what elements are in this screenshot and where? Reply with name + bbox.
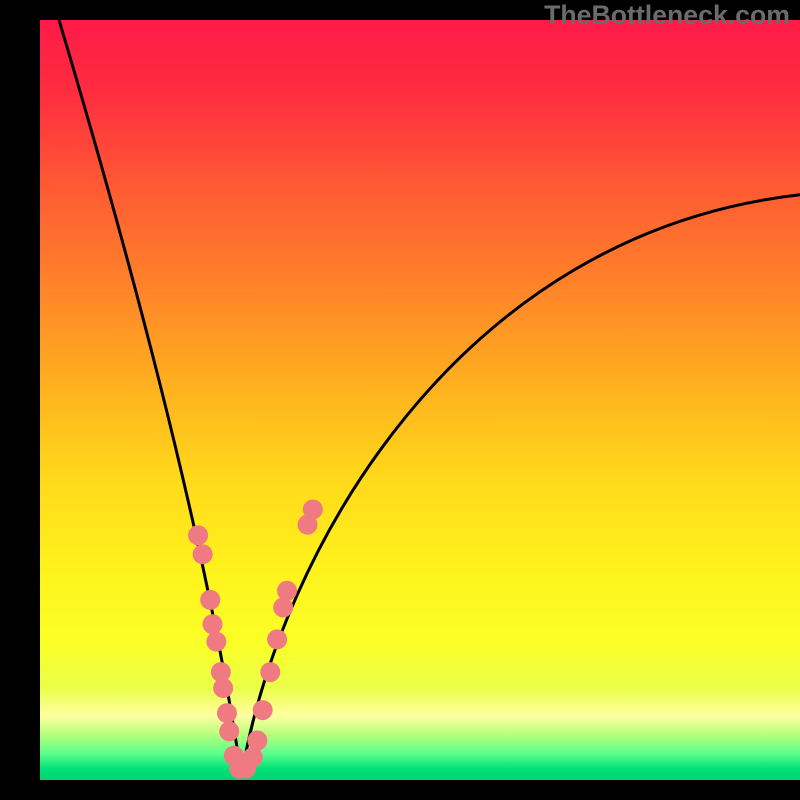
data-point [203,614,223,634]
watermark-text: TheBottleneck.com [544,0,790,31]
data-point [188,525,208,545]
data-point [200,590,220,610]
data-point [273,597,293,617]
data-point [213,678,233,698]
data-point [303,499,323,519]
bottleneck-chart: TheBottleneck.com [0,0,800,800]
data-point [243,747,263,767]
data-point [193,544,213,564]
data-point [260,662,280,682]
data-point [253,700,273,720]
data-point [267,629,287,649]
data-point [277,581,297,601]
data-point [206,632,226,652]
data-point [247,730,267,750]
data-point [217,703,237,723]
chart-dots-layer [0,0,800,800]
data-point [219,721,239,741]
